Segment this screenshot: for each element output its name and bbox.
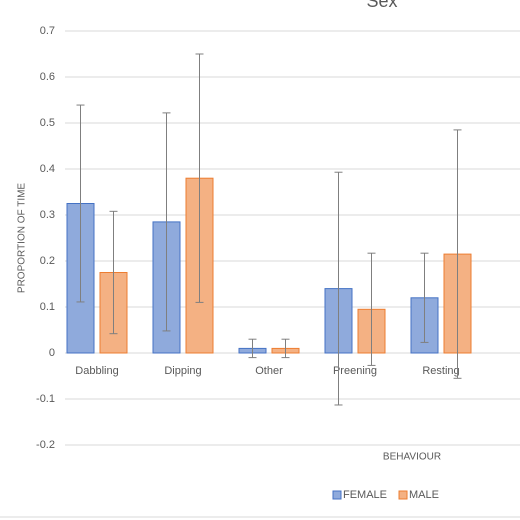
legend-label: MALE (409, 489, 439, 501)
legend-label: FEMALE (343, 489, 387, 501)
x-tick-label: Dabbling (75, 365, 118, 377)
y-tick-label: 0.1 (40, 301, 55, 313)
x-tick-label: Dipping (164, 365, 201, 377)
x-axis-label: BEHAVIOUR (383, 452, 441, 463)
y-tick-label: 0.4 (40, 163, 55, 175)
x-tick-label: Other (255, 365, 283, 377)
y-tick-label: 0.3 (40, 209, 55, 221)
legend-swatch (332, 490, 342, 500)
x-tick-label: Resting (422, 365, 459, 377)
y-tick-label: 0.7 (40, 25, 55, 37)
y-axis-label: PROPORTION OF TIME (17, 183, 28, 294)
x-tick-label: Preening (333, 365, 377, 377)
y-tick-label: 0.5 (40, 117, 55, 129)
y-tick-label: 0.2 (40, 255, 55, 267)
y-tick-label: 0.6 (40, 71, 55, 83)
chart-title: Sex (366, 0, 397, 11)
legend-swatch (398, 490, 408, 500)
y-tick-label: -0.1 (36, 393, 55, 405)
y-tick-label: -0.2 (36, 439, 55, 451)
y-tick-label: 0 (49, 347, 55, 359)
